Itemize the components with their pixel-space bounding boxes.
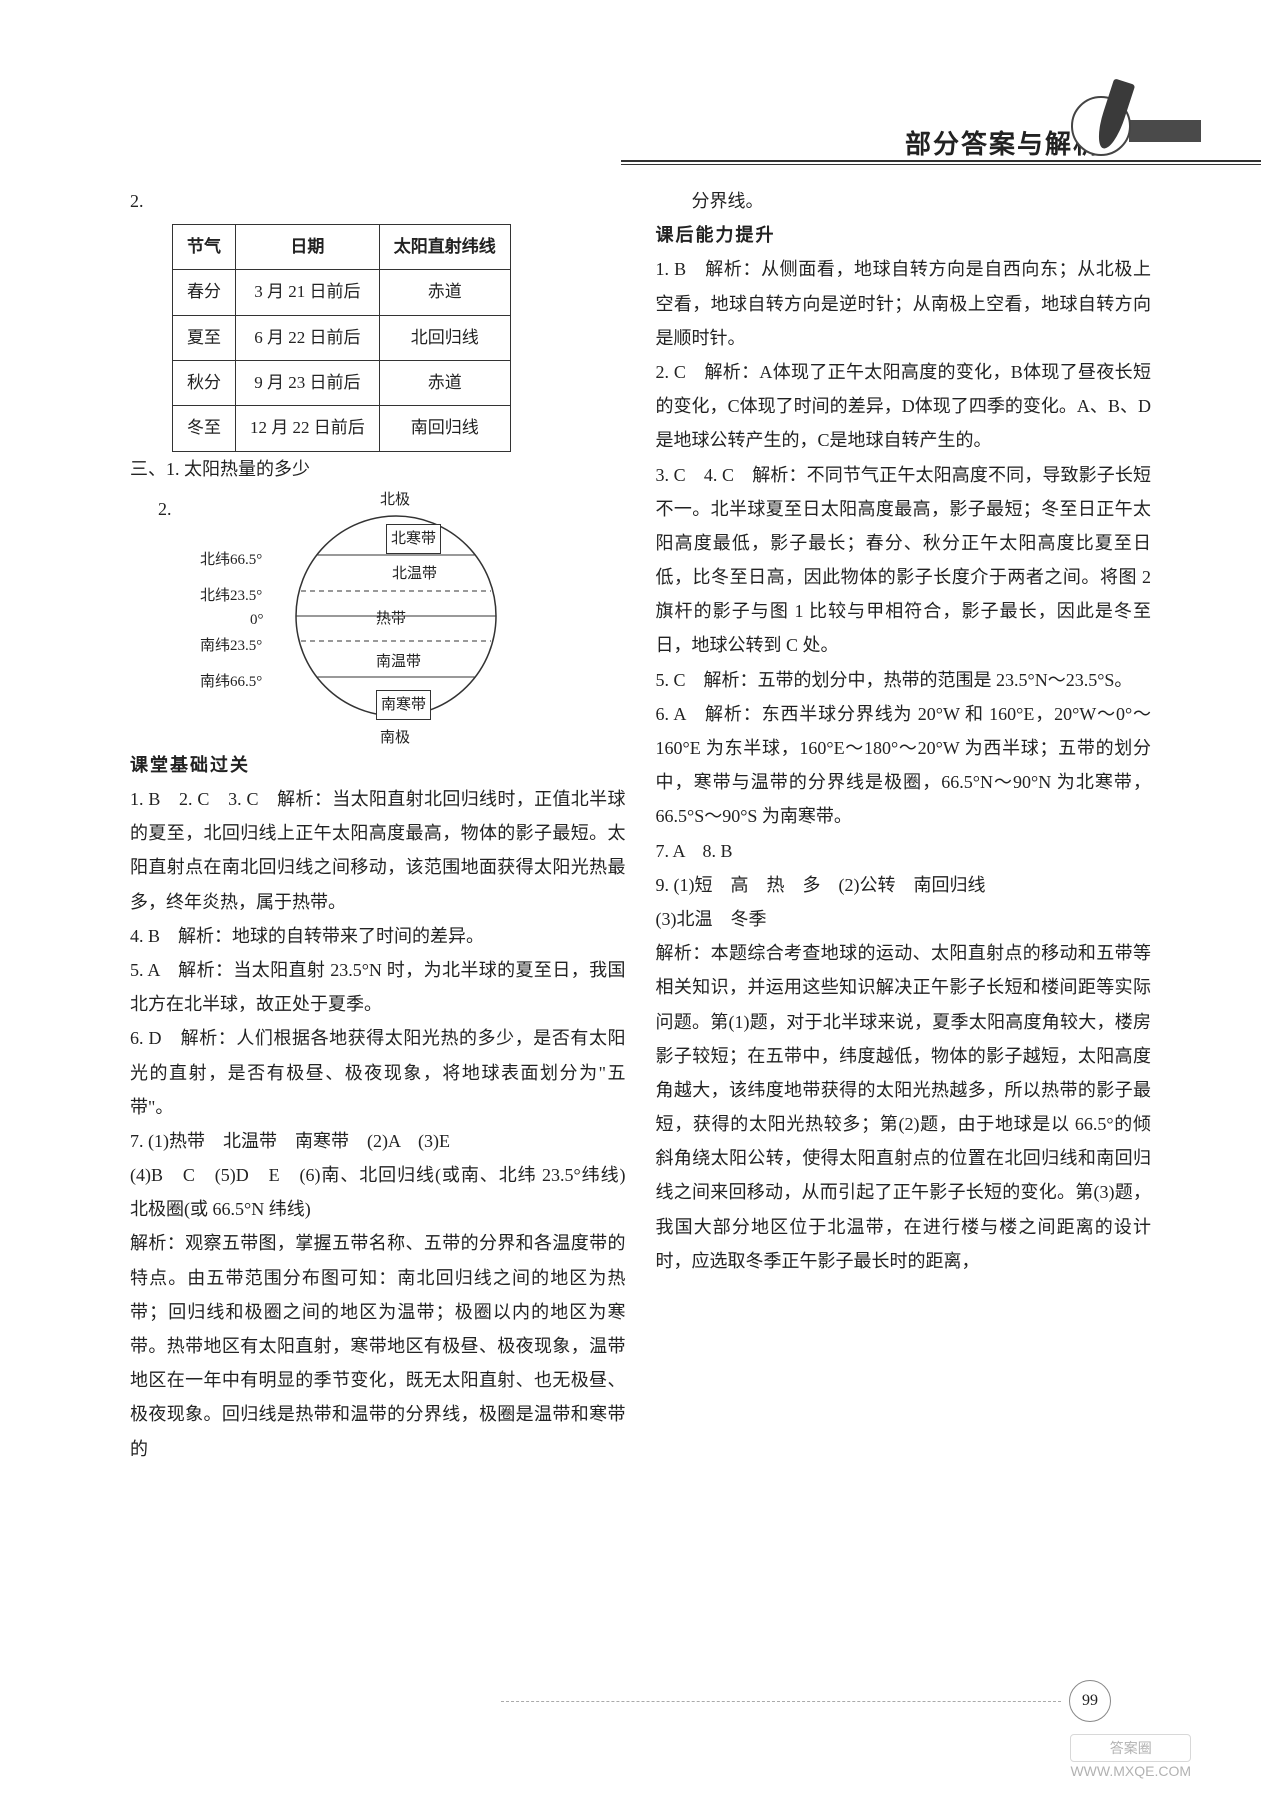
- lat-0: 0°: [250, 606, 264, 635]
- table-header: 太阳直射纬线: [379, 225, 510, 270]
- r-answer-5: 5. C 解析：五带的划分中，热带的范围是 23.5°N～23.5°S。: [656, 663, 1152, 697]
- table-cell: 秋分: [173, 361, 236, 406]
- zone-tropic: 热带: [376, 605, 406, 634]
- watermark: 答案圈 WWW.MXQE.COM: [1070, 1734, 1191, 1780]
- zone-label-south-pole: 南极: [380, 724, 410, 753]
- r-answer-2: 2. C 解析：A体现了正午太阳高度的变化，B体现了昼夜长短的变化，C体现了时间…: [656, 355, 1152, 458]
- lat-s235: 南纬23.5°: [200, 632, 262, 661]
- left-column: 2. 节气 日期 太阳直射纬线 春分 3 月 21 日前后 赤道 夏至 6 月 …: [130, 184, 626, 1466]
- table-cell: 北回归线: [379, 315, 510, 360]
- r-answer-9a: 9. (1)短 高 热 多 (2)公转 南回归线 (3)北温 冬季: [656, 868, 1152, 936]
- table-cell: 赤道: [379, 361, 510, 406]
- header-bar-icon: [1129, 120, 1201, 142]
- answer-6: 6. D 解析：人们根据各地获得太阳光热的多少，是否有太阳光的直射，是否有极昼、…: [130, 1021, 626, 1124]
- answer-5: 5. A 解析：当太阳直射 23.5°N 时，为北半球的夏至日，我国北方在北半球…: [130, 953, 626, 1021]
- table-cell: 春分: [173, 270, 236, 315]
- right-column: 分界线。 课后能力提升 1. B 解析：从侧面看，地球自转方向是自西向东；从北极…: [656, 184, 1152, 1466]
- footer-dashed-line: [501, 1701, 1061, 1702]
- table-cell: 赤道: [379, 270, 510, 315]
- solar-terms-table: 节气 日期 太阳直射纬线 春分 3 月 21 日前后 赤道 夏至 6 月 22 …: [172, 224, 511, 451]
- table-cell: 6 月 22 日前后: [236, 315, 380, 360]
- zones-item-number: 2.: [158, 492, 172, 526]
- table-header: 日期: [236, 225, 380, 270]
- item-2-number: 2.: [130, 191, 144, 211]
- table-cell: 9 月 23 日前后: [236, 361, 380, 406]
- section-3-1: 三、1. 太阳热量的多少: [130, 452, 626, 486]
- answer-4: 4. B 解析：地球的自转带来了时间的差异。: [130, 919, 626, 953]
- table-header: 节气: [173, 225, 236, 270]
- table-cell: 夏至: [173, 315, 236, 360]
- header-divider: [621, 160, 1261, 165]
- zone-label-north-pole: 北极: [380, 486, 410, 515]
- r-answer-9b: 解析：本题综合考查地球的运动、太阳直射点的移动和五带等相关知识，并运用这些知识解…: [656, 936, 1152, 1278]
- five-zones-diagram: 北极 南极 北纬66.5° 北纬23.5° 0° 南纬23.5° 南纬66.5°…: [200, 492, 550, 742]
- lat-s665: 南纬66.5°: [200, 668, 262, 697]
- answer-1-3: 1. B 2. C 3. C 解析：当太阳直射北回归线时，正值北半球的夏至，北回…: [130, 782, 626, 919]
- heading-ability: 课后能力提升: [656, 218, 1152, 252]
- cont-line: 分界线。: [656, 184, 1152, 218]
- r-answer-7-8: 7. A 8. B: [656, 834, 1152, 868]
- table-cell: 南回归线: [379, 406, 510, 451]
- zone-n-frigid: 北寒带: [386, 524, 441, 555]
- page-number: 99: [1069, 1680, 1111, 1722]
- table-cell: 12 月 22 日前后: [236, 406, 380, 451]
- watermark-url: WWW.MXQE.COM: [1070, 1762, 1191, 1780]
- table-cell: 冬至: [173, 406, 236, 451]
- table-cell: 3 月 21 日前后: [236, 270, 380, 315]
- lat-n665: 北纬66.5°: [200, 546, 262, 575]
- zone-s-temp: 南温带: [376, 648, 421, 677]
- watermark-title: 答案圈: [1079, 1739, 1182, 1757]
- answer-7: 7. (1)热带 北温带 南寒带 (2)A (3)E (4)B C (5)D E…: [130, 1124, 626, 1466]
- zone-n-temp: 北温带: [392, 560, 437, 589]
- r-answer-6: 6. A 解析：东西半球分界线为 20°W 和 160°E，20°W～0°～16…: [656, 697, 1152, 834]
- zone-s-frigid: 南寒带: [376, 690, 431, 721]
- r-answer-3-4: 3. C 4. C 解析：不同节气正午太阳高度不同，导致影子长短不一。北半球夏至…: [656, 458, 1152, 663]
- heading-basic: 课堂基础过关: [130, 748, 626, 782]
- r-answer-1: 1. B 解析：从侧面看，地球自转方向是自西向东；从北极上空看，地球自转方向是逆…: [656, 252, 1152, 355]
